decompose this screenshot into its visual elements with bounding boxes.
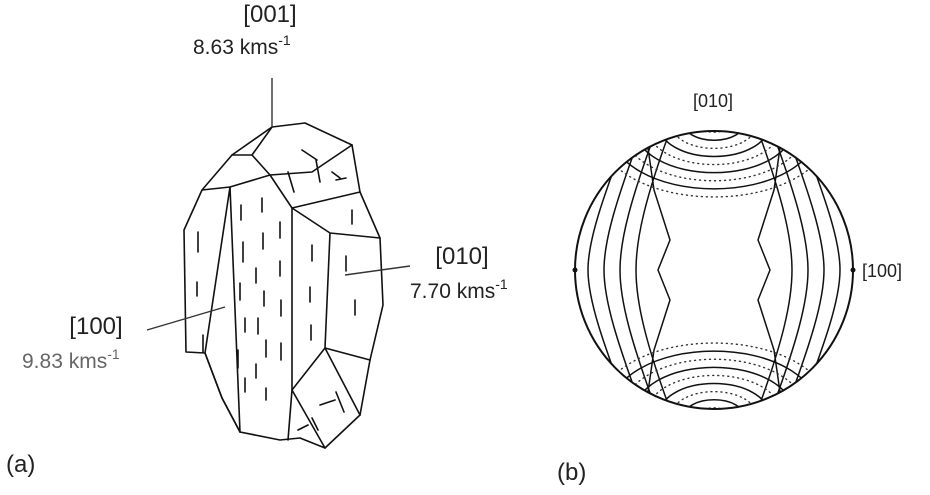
contour-top [681, 131, 747, 141]
contour-top [656, 131, 772, 158]
crystal-drawing [183, 122, 384, 449]
label-100-velocity: 9.83 kms-1 [22, 346, 120, 373]
contour-top [694, 131, 734, 133]
contour-right [795, 131, 841, 409]
contour-bottom [656, 382, 772, 409]
label-b-100: [100] [862, 261, 902, 281]
crystal-top-face [231, 144, 353, 176]
contour-left [575, 131, 619, 409]
contour-right [767, 131, 809, 409]
panel-b-tag: (b) [557, 459, 586, 486]
contour-left [587, 131, 633, 409]
label-b-010: [010] [693, 91, 733, 111]
contour-left-inner [643, 131, 671, 409]
leader-100 [146, 306, 226, 331]
marker-right [850, 267, 856, 273]
crystal-cleavage-marks [196, 149, 356, 431]
leader-010 [344, 265, 411, 276]
contour-right [781, 131, 825, 409]
contour-left [635, 131, 675, 409]
contour-left [603, 131, 647, 409]
marker-left [572, 267, 578, 273]
contour-bottom [681, 399, 747, 409]
label-001-direction: [001] [243, 1, 296, 28]
crystal-outline [183, 122, 384, 449]
crystal-prism-edges [204, 186, 381, 433]
contour-right [753, 131, 793, 409]
label-010-velocity: 7.70 kms-1 [410, 276, 508, 303]
contour-left [575, 131, 605, 409]
contour-right-inner [757, 131, 785, 409]
label-010-direction: [010] [435, 243, 488, 270]
contour-left [619, 131, 661, 409]
label-001-velocity: 8.63 kms-1 [193, 32, 291, 59]
contour-right [809, 131, 853, 409]
label-100-direction: [100] [69, 313, 122, 340]
panel-a-tag: (a) [6, 451, 35, 478]
velocity-contour-plot [572, 130, 856, 410]
crystal-bottom-face [287, 347, 361, 449]
